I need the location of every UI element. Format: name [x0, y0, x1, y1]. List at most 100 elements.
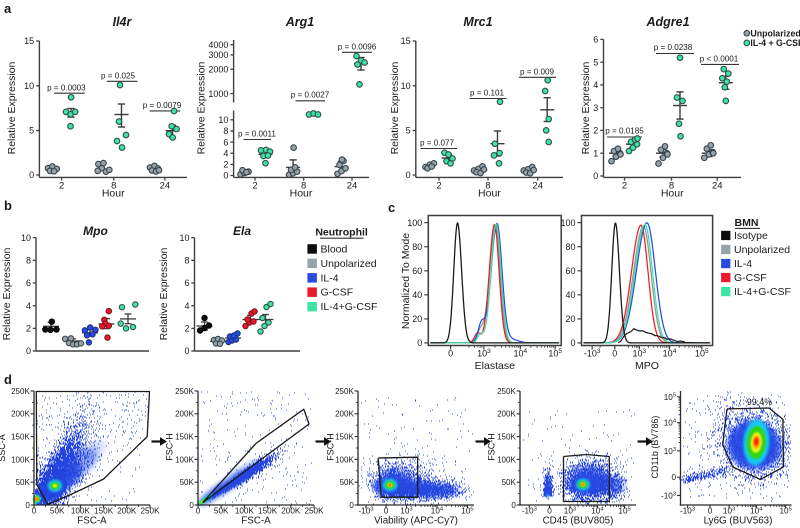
svg-text:Mrc1: Mrc1 — [463, 15, 492, 29]
svg-text:IL-4+G-CSF: IL-4+G-CSF — [321, 301, 378, 313]
svg-text:50K: 50K — [50, 507, 65, 516]
svg-text:250K: 250K — [304, 507, 324, 516]
svg-text:200K: 200K — [175, 410, 194, 419]
svg-text:50K: 50K — [340, 478, 355, 487]
svg-text:IL-4: IL-4 — [321, 272, 339, 284]
svg-text:150K: 150K — [335, 433, 354, 442]
svg-text:2: 2 — [59, 181, 64, 192]
svg-text:103: 103 — [477, 348, 491, 358]
svg-text:Mpo: Mpo — [83, 224, 108, 238]
svg-text:p = 0.0238: p = 0.0238 — [654, 43, 693, 52]
svg-text:200K: 200K — [281, 507, 301, 516]
svg-text:FSC-H: FSC-H — [326, 433, 336, 461]
svg-text:0: 0 — [417, 338, 422, 348]
svg-text:Hour: Hour — [290, 188, 313, 200]
svg-text:6: 6 — [223, 137, 228, 147]
svg-text:0: 0 — [448, 349, 453, 359]
svg-text:p = 0.0011: p = 0.0011 — [238, 130, 276, 139]
svg-text:40: 40 — [412, 290, 422, 300]
svg-text:Blood: Blood — [321, 244, 348, 256]
svg-text:8: 8 — [111, 181, 116, 192]
svg-text:10: 10 — [401, 81, 411, 91]
svg-text:MPO: MPO — [635, 360, 659, 372]
svg-text:104: 104 — [664, 419, 677, 428]
svg-text:5: 5 — [29, 126, 34, 136]
svg-text:-103: -103 — [522, 506, 538, 515]
svg-text:CD11b (BV786): CD11b (BV786) — [650, 416, 660, 479]
svg-text:0: 0 — [547, 507, 552, 516]
svg-text:150K: 150K — [11, 433, 30, 442]
svg-text:10: 10 — [21, 233, 31, 243]
svg-text:2: 2 — [436, 181, 441, 192]
svg-text:5: 5 — [406, 126, 411, 136]
svg-text:p < 0.0001: p < 0.0001 — [700, 55, 739, 64]
svg-text:c: c — [388, 200, 395, 215]
svg-text:IL-4: IL-4 — [734, 258, 752, 270]
svg-text:0: 0 — [29, 170, 34, 180]
svg-text:0: 0 — [349, 501, 354, 510]
svg-text:104: 104 — [663, 348, 677, 358]
svg-text:100K: 100K — [335, 455, 354, 464]
svg-text:100K: 100K — [71, 507, 91, 516]
svg-text:105: 105 — [664, 393, 677, 402]
svg-text:200K: 200K — [497, 410, 516, 419]
svg-text:100K: 100K — [497, 455, 516, 464]
svg-text:100: 100 — [407, 218, 422, 228]
svg-text:6: 6 — [184, 278, 189, 288]
svg-text:103: 103 — [400, 506, 413, 515]
svg-text:40: 40 — [565, 290, 575, 300]
svg-text:8: 8 — [485, 181, 490, 192]
svg-text:1: 1 — [593, 148, 598, 158]
svg-text:Hour: Hour — [661, 188, 684, 200]
svg-text:105: 105 — [618, 506, 631, 515]
svg-text:50K: 50K — [16, 478, 31, 487]
svg-text:Viability (APC-Cy7): Viability (APC-Cy7) — [374, 515, 458, 526]
svg-text:10: 10 — [179, 233, 189, 243]
svg-text:p = 0.009: p = 0.009 — [520, 67, 554, 76]
svg-text:p = 0.101: p = 0.101 — [470, 89, 504, 98]
svg-text:8: 8 — [184, 256, 189, 266]
svg-text:Il4r: Il4r — [113, 15, 133, 29]
svg-text:BMN: BMN — [735, 217, 759, 229]
svg-text:0: 0 — [406, 170, 411, 180]
svg-text:0: 0 — [25, 501, 30, 510]
svg-text:80: 80 — [565, 242, 575, 252]
svg-text:0: 0 — [384, 507, 389, 516]
svg-text:Adgre1: Adgre1 — [645, 15, 689, 29]
svg-text:IL-4+G-CSF: IL-4+G-CSF — [734, 286, 791, 298]
svg-text:100K: 100K — [11, 455, 30, 464]
svg-text:6: 6 — [26, 278, 31, 288]
svg-text:103: 103 — [564, 506, 577, 515]
svg-text:0: 0 — [612, 349, 617, 359]
svg-text:IL-4 + G-CSF: IL-4 + G-CSF — [750, 38, 800, 48]
svg-text:103: 103 — [632, 348, 646, 358]
svg-text:4: 4 — [593, 80, 598, 90]
svg-text:2: 2 — [622, 181, 627, 192]
svg-text:50K: 50K — [214, 507, 229, 516]
svg-text:Ly6G (BUV563): Ly6G (BUV563) — [704, 515, 773, 526]
svg-text:Normalized To Mode: Normalized To Mode — [400, 233, 412, 329]
svg-text:0: 0 — [196, 507, 201, 516]
svg-text:60: 60 — [565, 266, 575, 276]
svg-text:8: 8 — [669, 181, 674, 192]
svg-text:Relative Expression: Relative Expression — [1, 247, 13, 340]
svg-text:100K: 100K — [175, 455, 194, 464]
svg-text:150K: 150K — [175, 433, 194, 442]
svg-text:200K: 200K — [117, 507, 137, 516]
svg-text:0: 0 — [672, 473, 677, 482]
svg-text:4: 4 — [26, 301, 31, 311]
svg-text:Arg1: Arg1 — [285, 15, 315, 29]
svg-text:Unpolarized: Unpolarized — [734, 244, 790, 256]
svg-text:Relative Expression: Relative Expression — [580, 61, 592, 154]
svg-text:99.4%: 99.4% — [747, 397, 773, 407]
svg-text:10: 10 — [24, 81, 34, 91]
svg-text:104: 104 — [591, 506, 604, 515]
svg-text:8: 8 — [26, 256, 31, 266]
svg-text:Unpolarized: Unpolarized — [750, 28, 800, 38]
svg-text:20: 20 — [412, 314, 422, 324]
svg-text:10: 10 — [218, 115, 228, 125]
svg-text:150K: 150K — [497, 433, 516, 442]
svg-text:24: 24 — [532, 181, 543, 192]
svg-text:Ela: Ela — [233, 224, 251, 238]
svg-text:250K: 250K — [497, 387, 516, 396]
